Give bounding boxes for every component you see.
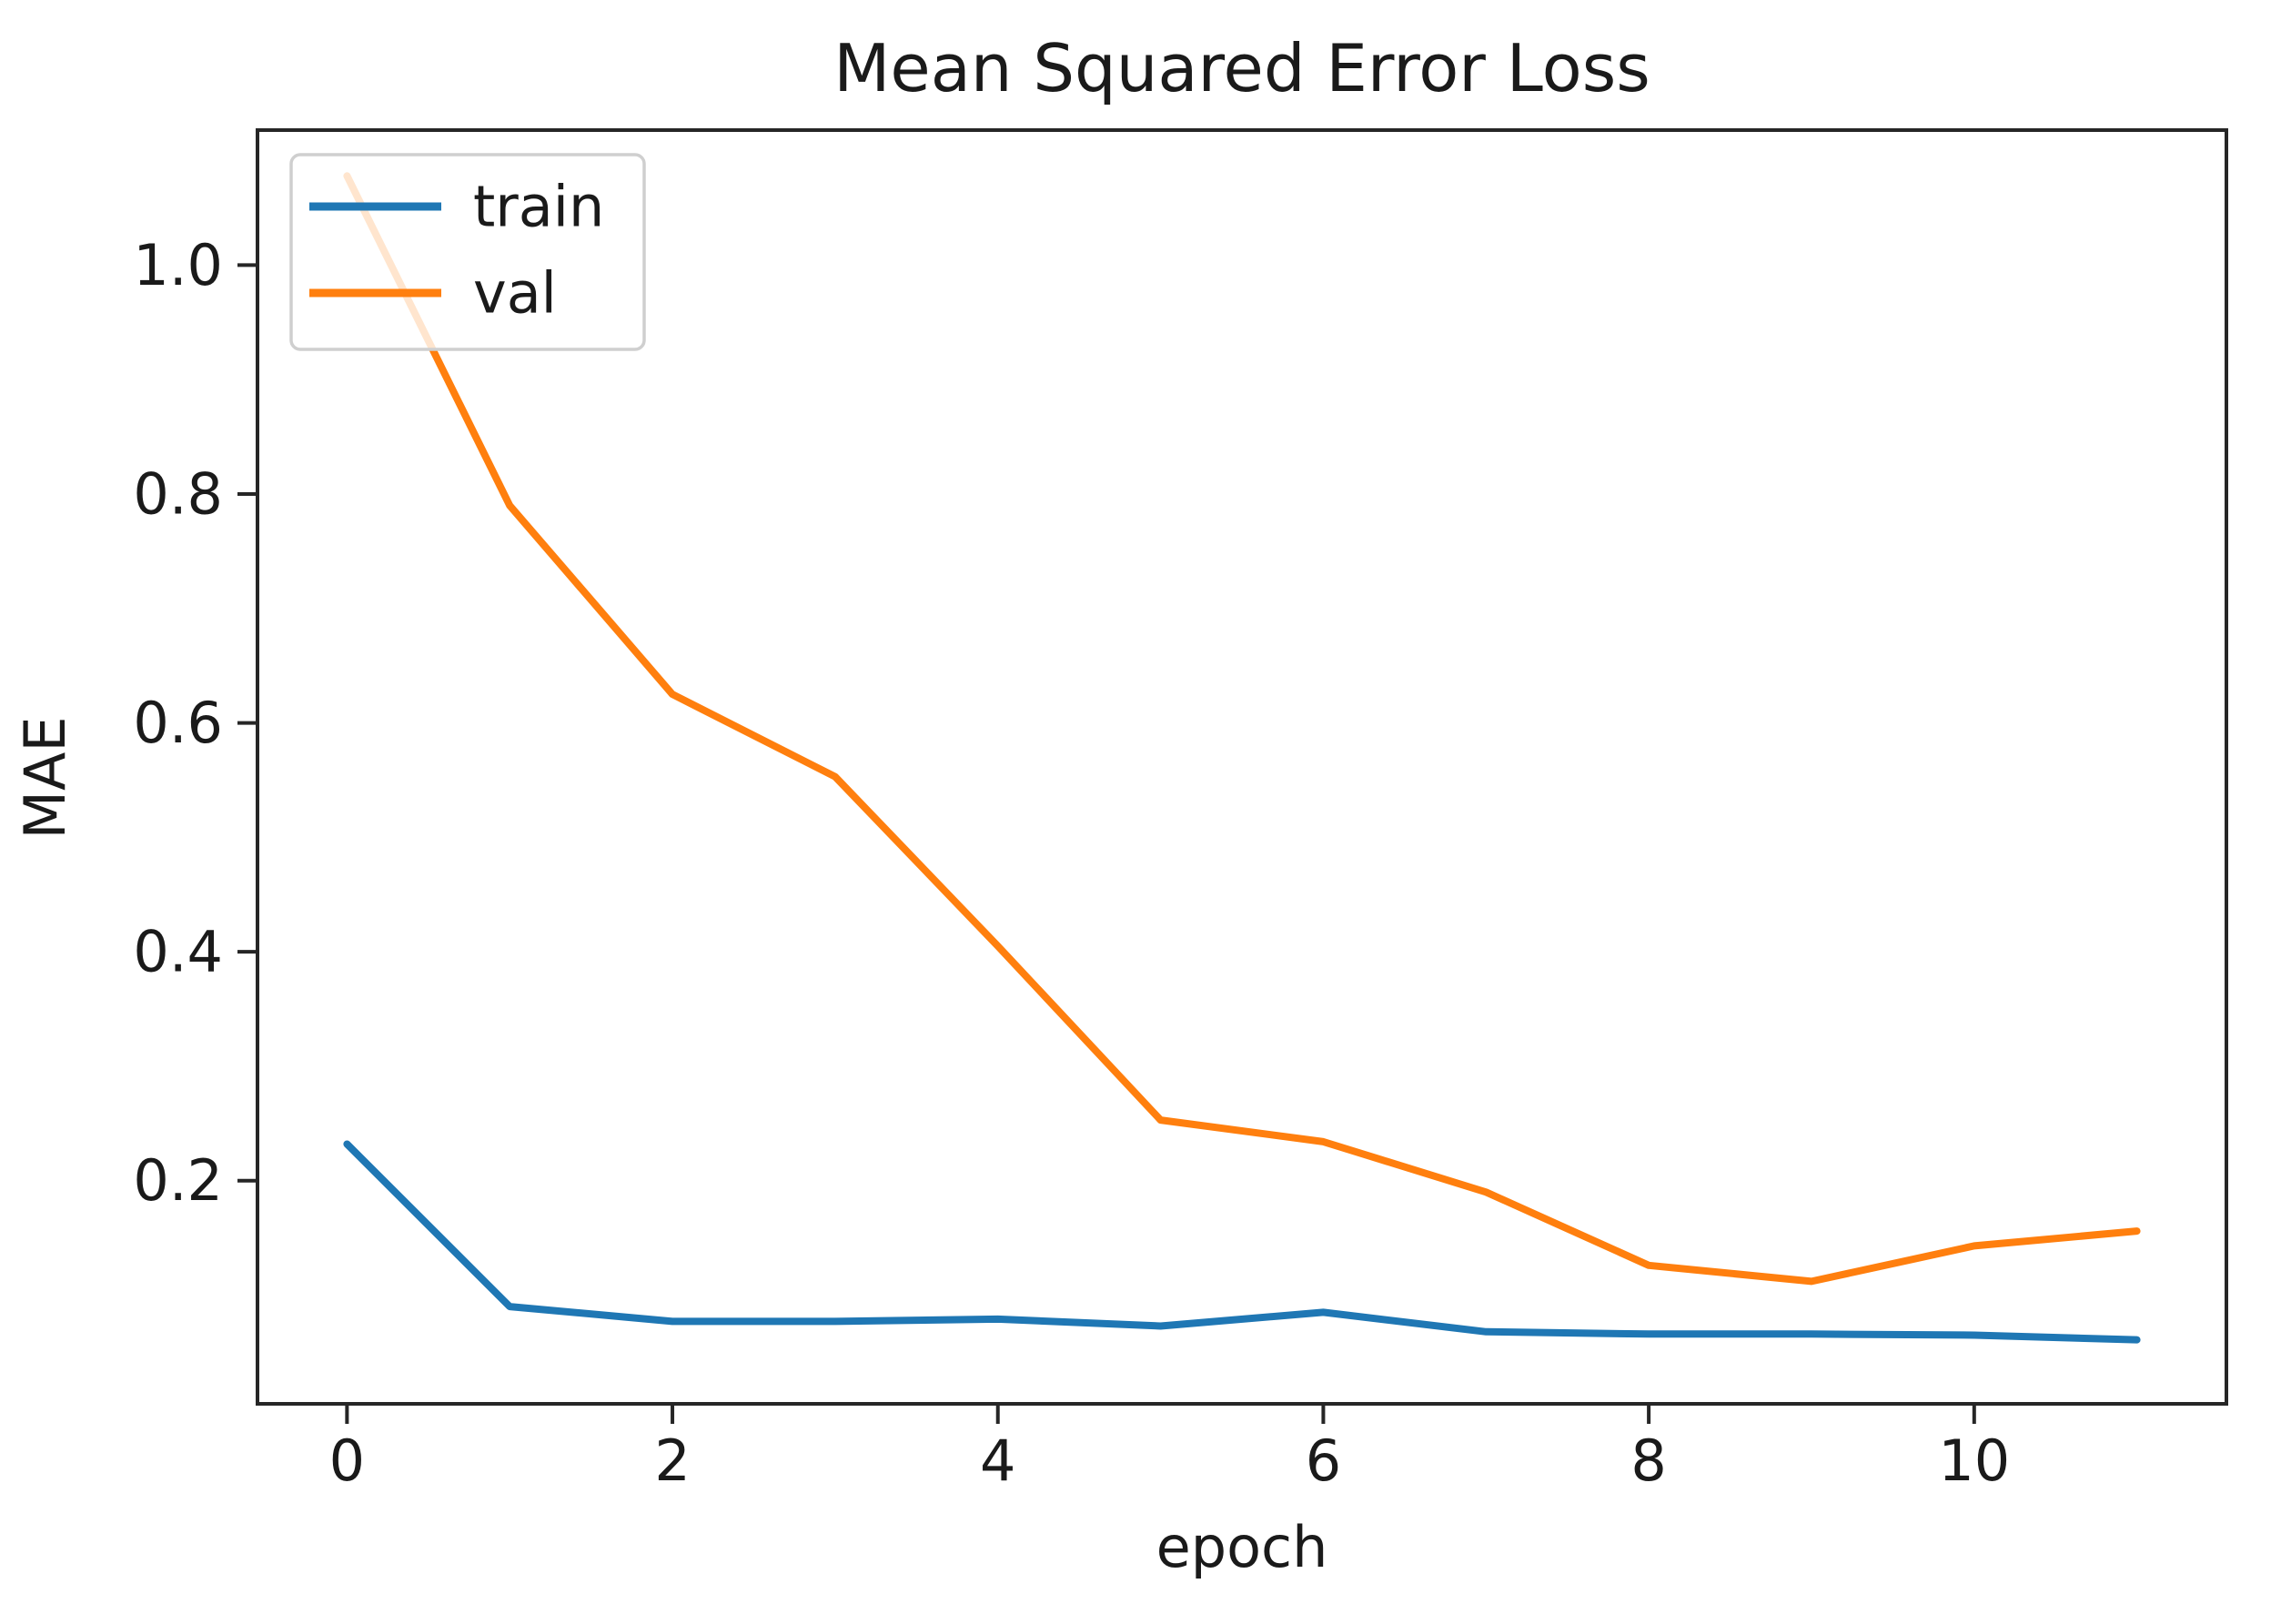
y-tick-0.4-label: 0.4 bbox=[133, 919, 223, 985]
y-tick-0.6-label: 0.6 bbox=[133, 690, 223, 756]
line-train bbox=[343, 1140, 2141, 1344]
y-axis-label: MAE bbox=[12, 716, 78, 839]
x-tick-4-label: 4 bbox=[980, 1427, 1015, 1494]
y-tick-0.8-label: 0.8 bbox=[133, 461, 223, 528]
legend-label-train: train bbox=[473, 174, 604, 240]
y-tick-0.2-label: 0.2 bbox=[133, 1147, 223, 1214]
x-tick-2-label: 2 bbox=[654, 1427, 690, 1494]
x-tick-8-label: 8 bbox=[1630, 1427, 1666, 1494]
legend: train val bbox=[289, 153, 646, 351]
line-val bbox=[343, 172, 2141, 1286]
x-tick-10-label: 10 bbox=[1938, 1427, 2010, 1494]
axis-ticks: 0 2 4 6 8 10 0.2 0.4 0.6 0.8 1.0 bbox=[133, 232, 2010, 1494]
y-tick-1.0-label: 1.0 bbox=[133, 232, 223, 298]
x-tick-6-label: 6 bbox=[1306, 1427, 1341, 1494]
axes-spines bbox=[256, 128, 2228, 1406]
series-lines bbox=[343, 172, 2141, 1344]
x-axis-label: epoch bbox=[1156, 1514, 1328, 1580]
legend-label-val: val bbox=[473, 260, 557, 327]
x-tick-0-label: 0 bbox=[329, 1427, 365, 1494]
chart-title: Mean Squared Error Loss bbox=[833, 30, 1650, 106]
